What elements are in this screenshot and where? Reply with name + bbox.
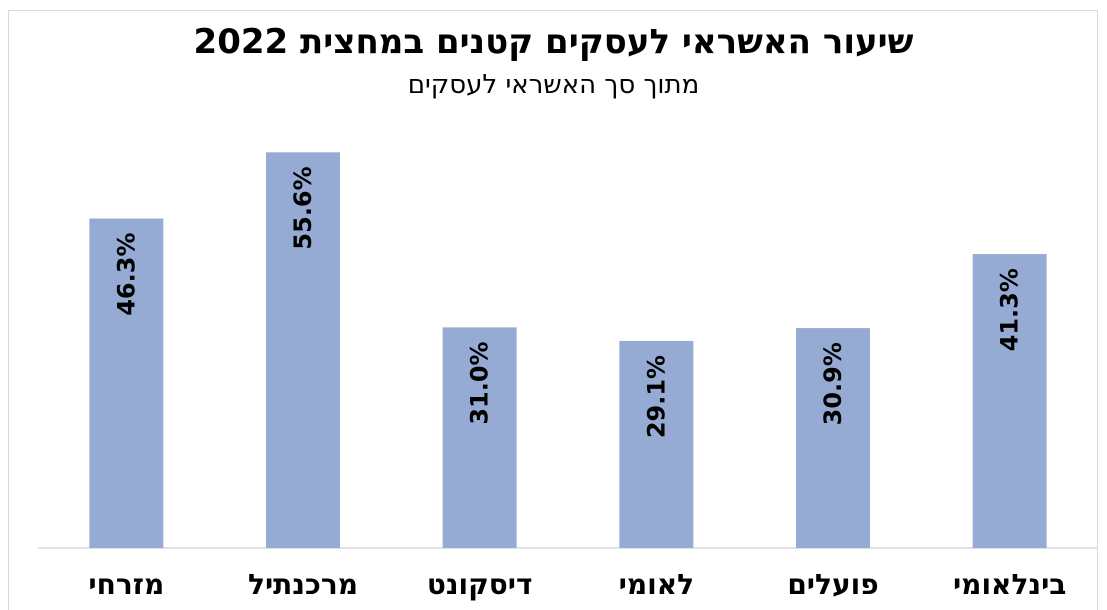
chart-title: שיעור האשראי לעסקים קטנים במחצית 2022 [193,22,914,62]
data-label-6: 46.3% [112,232,140,315]
bar-2 [796,328,870,548]
category-label-3: לאומי [619,568,694,601]
category-label-6: מזרחי [88,568,164,601]
category-label-1: בינלאומי [953,568,1066,601]
bar-1 [972,254,1047,548]
data-label-5: 55.6% [289,166,317,249]
category-label-2: פועלים [787,568,878,601]
chart-subtitle: מתוך סך האשראי לעסקים [407,70,700,100]
data-label-3: 29.1% [642,355,670,438]
chart-frame [8,10,1098,610]
bar-5 [266,152,340,548]
bar-6 [89,218,164,548]
category-label-4: דיסקונט [427,568,533,601]
category-label-5: מרכנתיל [248,568,358,601]
data-label-1: 41.3% [996,268,1024,351]
bar-4 [442,327,517,548]
bar-3 [619,340,694,548]
data-label-4: 31.0% [466,341,494,424]
data-label-2: 30.9% [819,342,847,425]
